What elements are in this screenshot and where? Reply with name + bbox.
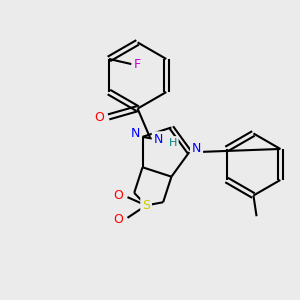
Text: S: S <box>142 199 150 212</box>
Text: H: H <box>169 138 177 148</box>
Text: N: N <box>130 127 140 140</box>
Text: O: O <box>94 111 104 124</box>
Text: F: F <box>133 58 140 70</box>
Text: N: N <box>192 142 201 155</box>
Text: N: N <box>154 133 163 146</box>
Text: O: O <box>113 189 123 202</box>
Text: O: O <box>113 213 123 226</box>
